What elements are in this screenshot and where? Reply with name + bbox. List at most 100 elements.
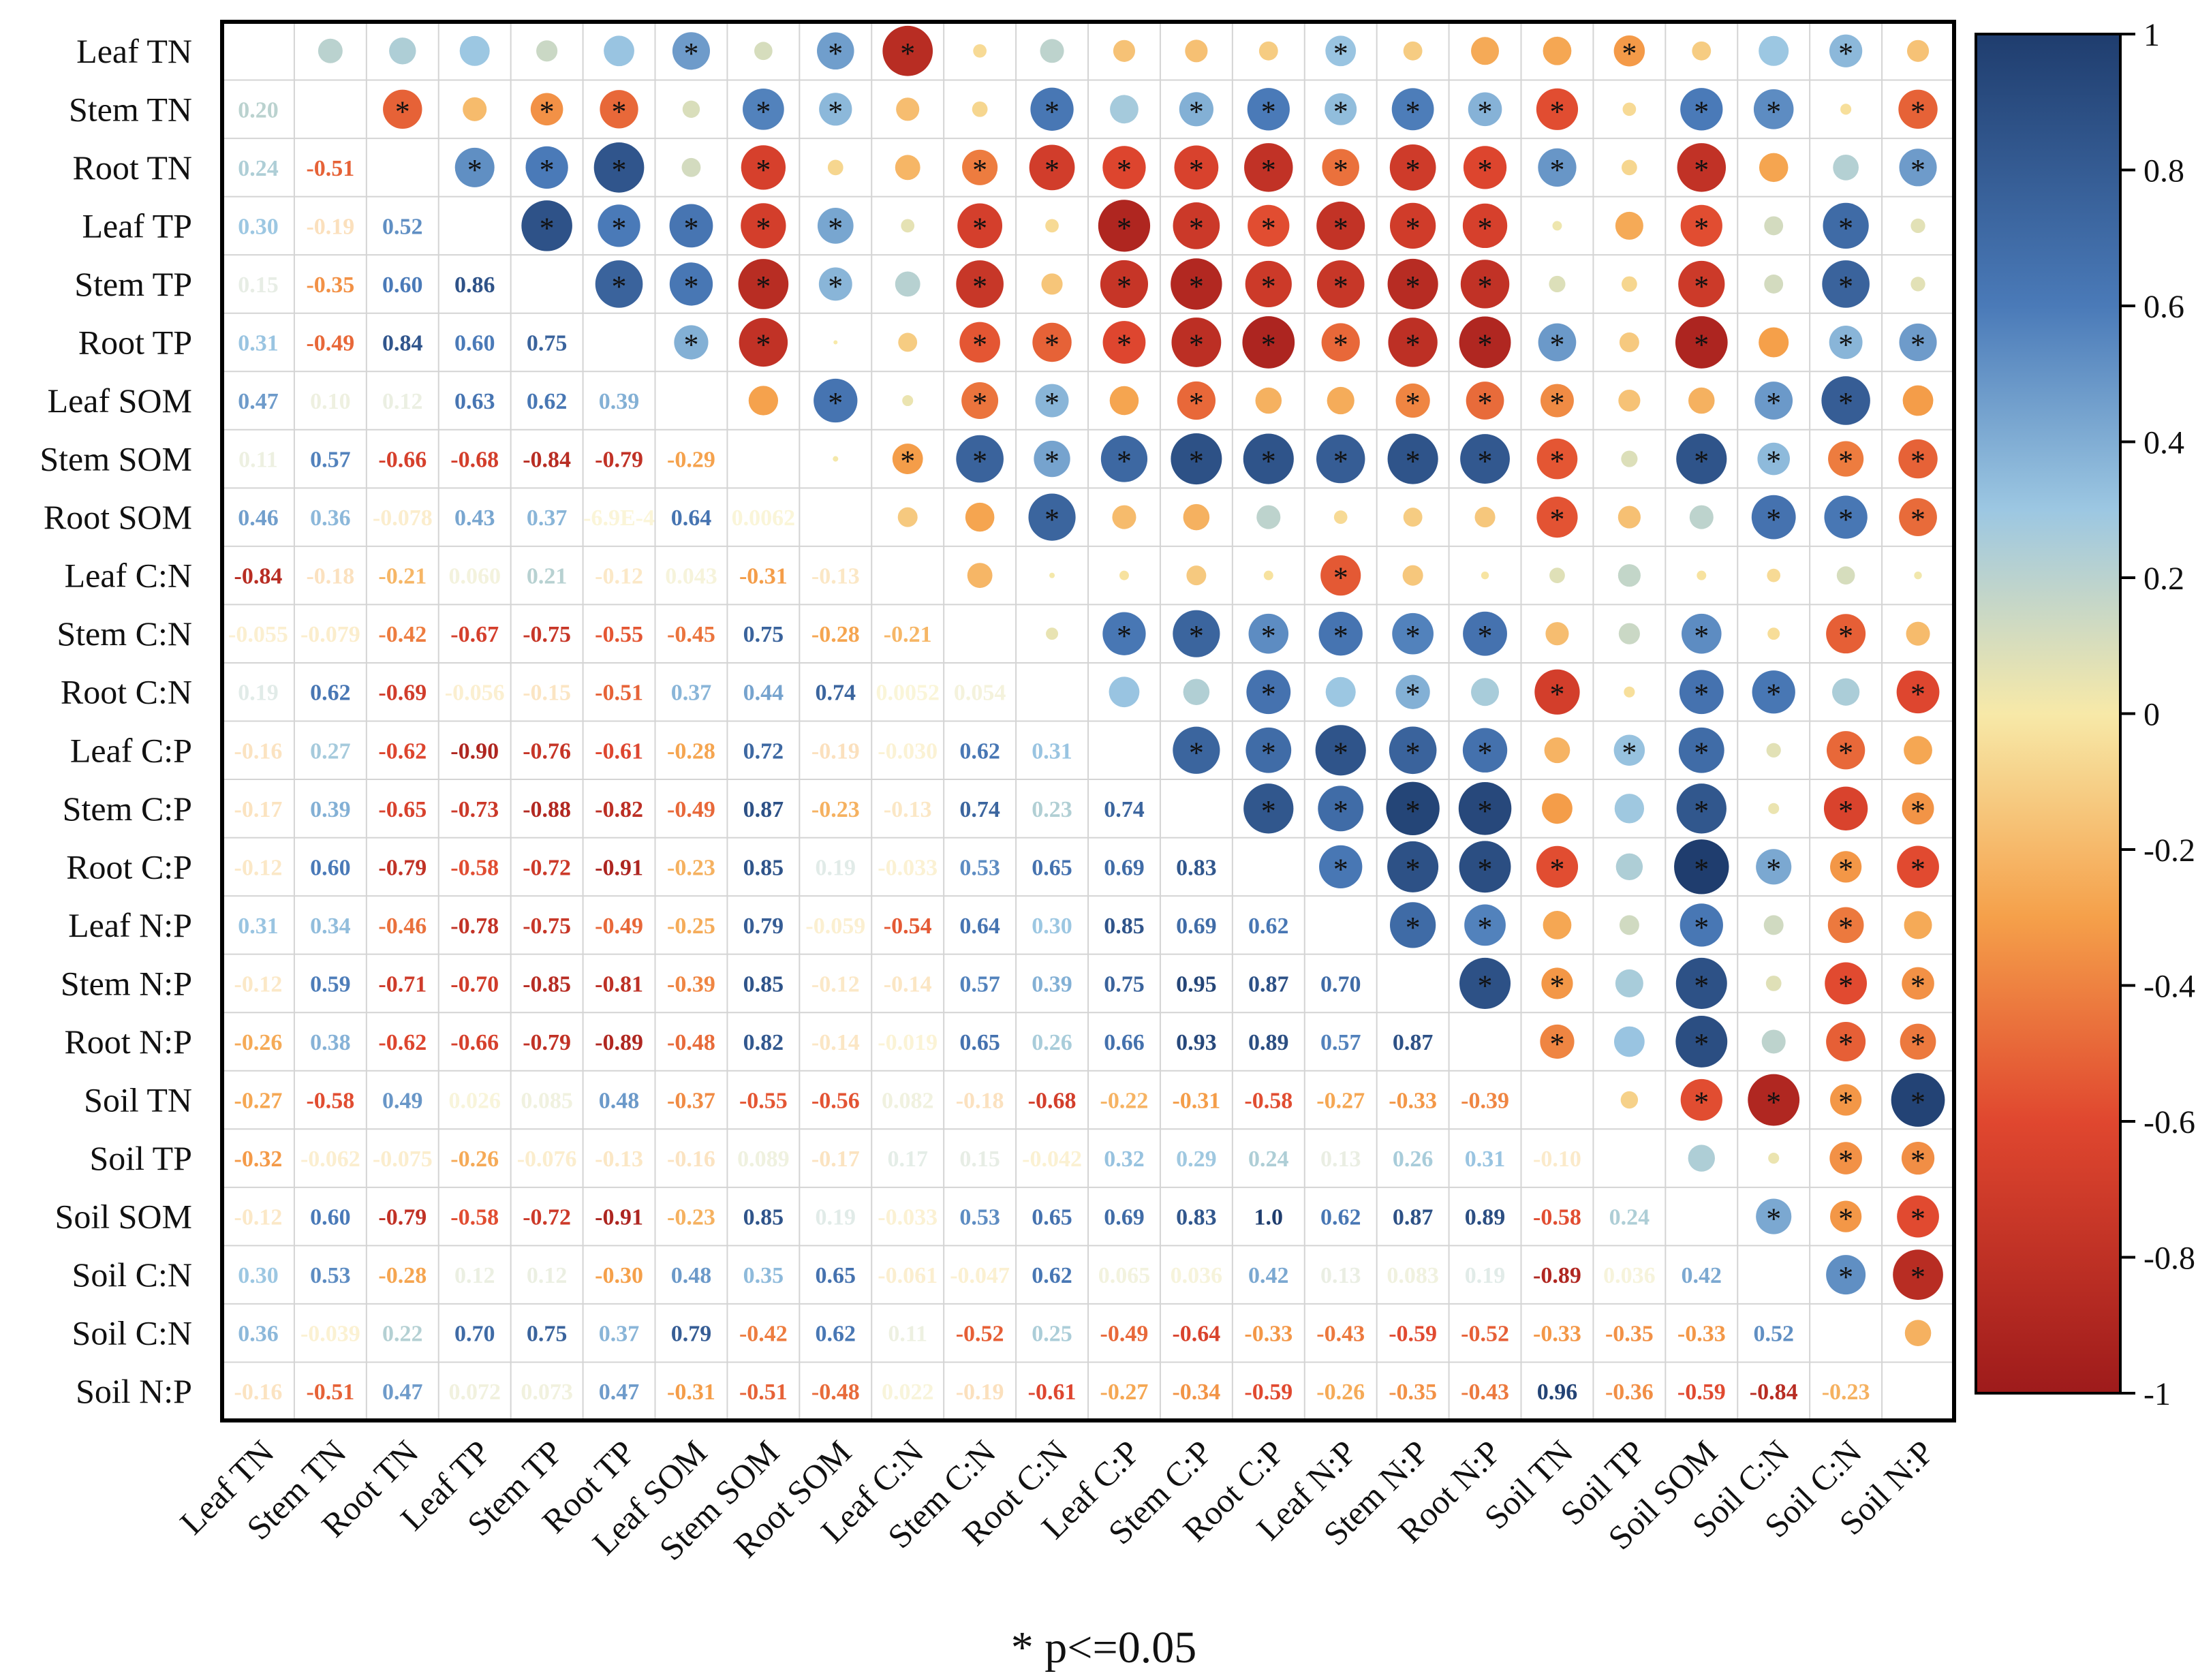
correlation-circle	[1183, 679, 1210, 706]
colorbar-tick-label: 0	[2143, 697, 2160, 733]
correlation-value: 0.65	[1032, 855, 1072, 880]
significance-star: *	[1838, 619, 1853, 653]
correlation-value: 0.15	[238, 273, 279, 298]
upper-triangle-circles: * * * * * * * * * * * * * * * * * * * * * * * * * * * * * * * * * * * * * * * *…	[318, 25, 1945, 1346]
correlation-circle	[1462, 203, 1508, 249]
correlation-value: 0.36	[238, 1322, 279, 1347]
correlation-circle	[1826, 1021, 1866, 1061]
correlation-value: -0.18	[306, 564, 354, 589]
correlation-circle	[1247, 88, 1290, 131]
significance-star: *	[612, 95, 627, 128]
significance-star: *	[1910, 1144, 1925, 1177]
significance-star: *	[1189, 270, 1204, 303]
correlation-value: -0.52	[1461, 1322, 1509, 1347]
correlation-value: -0.12	[234, 971, 283, 997]
correlation-circle	[318, 38, 343, 63]
correlation-circle	[1896, 670, 1940, 714]
significance-star: *	[1910, 678, 1925, 711]
correlation-value: -0.84	[1750, 1380, 1798, 1405]
correlation-value: -0.056	[445, 681, 505, 706]
correlation-value: -0.10	[1533, 1147, 1581, 1172]
correlation-value: -0.42	[739, 1322, 788, 1347]
correlation-value: -0.23	[1822, 1380, 1870, 1405]
correlation-circle	[1619, 915, 1639, 935]
correlation-value: -0.31	[739, 564, 788, 589]
correlation-circle	[965, 502, 995, 532]
correlation-value: -0.35	[306, 273, 354, 298]
correlation-value: 0.27	[310, 738, 351, 764]
correlation-value: -0.29	[667, 448, 715, 473]
significance-star: *	[972, 153, 987, 187]
correlation-value: -0.85	[523, 971, 571, 997]
significance-star: *	[1117, 328, 1132, 361]
significance-star: *	[1478, 270, 1493, 303]
correlation-circle	[1827, 907, 1864, 944]
correlation-value: -0.82	[595, 797, 643, 822]
correlation-value: -0.17	[234, 797, 283, 822]
colorbar-tick-label: 0.2	[2143, 561, 2184, 597]
significance-star: *	[1406, 95, 1421, 128]
correlation-circle	[1246, 670, 1291, 715]
significance-star: *	[1838, 1027, 1853, 1061]
correlation-circle	[1619, 332, 1639, 352]
correlation-circle	[674, 325, 709, 360]
correlation-circle	[1100, 435, 1148, 482]
correlation-circle	[1751, 495, 1796, 540]
correlation-circle	[1549, 567, 1565, 584]
correlation-value: 0.85	[743, 971, 784, 997]
correlation-circle	[1680, 88, 1723, 131]
correlation-value: 0.60	[382, 273, 423, 298]
correlation-circle	[1621, 450, 1638, 467]
correlation-value: -0.26	[234, 1030, 283, 1055]
plot-frame	[220, 20, 1956, 1422]
correlation-value: 0.022	[882, 1380, 934, 1405]
correlation-circle	[741, 203, 786, 249]
significance-star: *	[1117, 211, 1132, 245]
significance-star: *	[1766, 503, 1781, 536]
correlation-circle	[817, 208, 854, 244]
correlation-value: 0.89	[1248, 1030, 1289, 1055]
correlation-circle	[1759, 35, 1789, 66]
row-labels: Leaf TN Stem TN Root TN Leaf TP Stem TP Root …	[40, 32, 192, 1410]
significance-star: *	[972, 270, 987, 303]
correlation-value: -0.39	[1461, 1089, 1509, 1114]
correlation-circle	[1248, 204, 1290, 247]
correlation-value: 0.70	[1320, 971, 1361, 997]
correlation-value: 0.62	[1248, 914, 1289, 939]
correlation-circle	[1697, 570, 1707, 580]
grid-lines	[222, 22, 1954, 1420]
significance-star: *	[1549, 95, 1564, 128]
correlation-value: 0.64	[671, 505, 712, 531]
correlation-value: 0.87	[1248, 971, 1289, 997]
correlation-value: 0.47	[382, 1380, 423, 1405]
correlation-value: 0.72	[743, 738, 784, 764]
significance-star: *	[1044, 153, 1059, 187]
correlation-circle	[1618, 623, 1640, 644]
correlation-circle	[1034, 440, 1070, 478]
colorbar-tick-label: -0.4	[2143, 969, 2195, 1005]
correlation-value: -0.58	[306, 1089, 354, 1114]
correlation-value: 0.85	[1104, 914, 1145, 939]
correlation-circle	[1763, 915, 1784, 935]
colorbar-tick-label: 0.4	[2143, 425, 2184, 461]
correlation-value: -0.75	[523, 914, 571, 939]
significance-star: *	[1910, 445, 1925, 478]
significance-star: *	[1549, 1027, 1564, 1061]
correlation-value: 0.62	[1320, 1205, 1361, 1230]
correlation-circle	[1680, 903, 1723, 947]
correlation-circle	[882, 25, 933, 76]
correlation-value: 0.75	[743, 622, 784, 647]
correlation-circle	[895, 155, 920, 181]
significance-star: *	[1406, 153, 1421, 187]
row-label: Stem C:N	[57, 615, 192, 653]
correlation-circle	[1046, 627, 1059, 640]
significance-star: *	[1694, 969, 1709, 1002]
correlation-circle	[1173, 202, 1220, 249]
significance-star: *	[1406, 678, 1421, 711]
correlation-circle	[1829, 1142, 1862, 1175]
correlation-value: 0.31	[1465, 1147, 1506, 1172]
correlation-circle	[1463, 611, 1507, 656]
correlation-value: 0.82	[743, 1030, 784, 1055]
correlation-circle	[1674, 839, 1729, 895]
